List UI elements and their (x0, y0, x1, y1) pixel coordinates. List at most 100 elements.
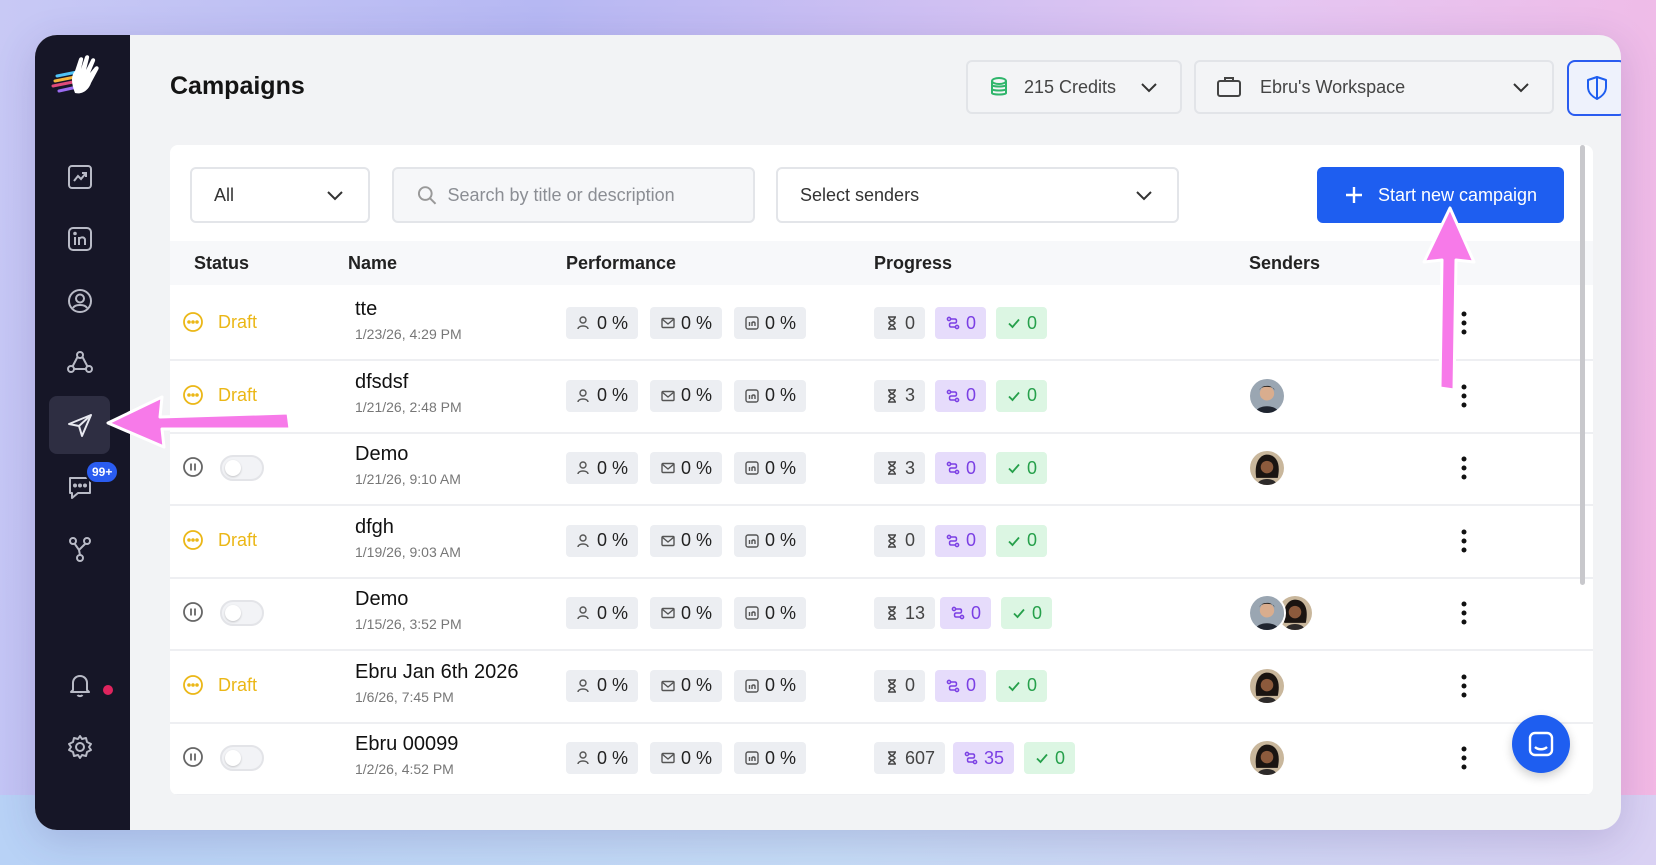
envelope-icon (661, 607, 675, 619)
senders-select[interactable]: Select senders (776, 167, 1179, 223)
table-row[interactable]: Draft Ebru Jan 6th 2026 1/6/26, 7:45 PM 0 %… (170, 648, 1593, 724)
sender-avatar[interactable] (1248, 594, 1286, 632)
completed-pill: 0 (996, 524, 1048, 557)
sidebar-item-network[interactable] (49, 334, 110, 392)
envelope-icon (661, 390, 675, 401)
more-options-icon[interactable] (1460, 599, 1468, 627)
campaign-name[interactable]: Demo (355, 443, 409, 465)
performance-pill: 0 % (650, 742, 723, 774)
status-filter[interactable]: All (190, 167, 370, 223)
sender-avatar[interactable] (1248, 376, 1286, 415)
table-row[interactable]: Draft dfgh 1/19/26, 9:03 AM 0 % 0 % 0 % 0 0 0 (170, 503, 1593, 579)
status-text: Draft (218, 529, 258, 550)
more-options-icon[interactable] (1460, 527, 1468, 555)
performance-pill: 0 % (566, 452, 639, 484)
notification-dot (103, 685, 113, 695)
table-row[interactable]: Ebru 00099 1/2/26, 4:52 PM 0 % 0 % 0 % 607 35 0 (170, 720, 1593, 795)
completed-pill: 0 (996, 669, 1048, 702)
in-progress-pill: 0 (935, 452, 987, 484)
webhook-icon (68, 537, 91, 562)
completed-count: 0 (1055, 747, 1066, 768)
envelope-icon (661, 317, 675, 329)
sidebar-item-contacts[interactable] (49, 272, 110, 330)
campaign-toggle[interactable] (220, 455, 264, 481)
campaign-toggle[interactable] (220, 745, 264, 771)
waiting-pill: 0 (874, 669, 926, 702)
sidebar-item-linkedin[interactable] (49, 210, 110, 268)
user-circle-icon (67, 289, 92, 313)
in-progress-count: 0 (966, 530, 977, 550)
sender-avatar[interactable] (1248, 449, 1286, 487)
in-progress-pill: 0 (935, 524, 987, 557)
status-filter-value: All (214, 184, 235, 205)
linkedin-icon (745, 678, 759, 693)
start-new-campaign-button[interactable]: Start new campaign (1317, 167, 1564, 223)
security-button[interactable] (1567, 60, 1621, 116)
campaign-name[interactable]: dfgh (355, 515, 394, 538)
performance-value: 0 % (681, 675, 713, 695)
campaign-name[interactable]: tte (355, 298, 378, 320)
route-icon (951, 606, 965, 620)
more-options-icon[interactable] (1460, 382, 1468, 410)
envelope-icon (661, 680, 675, 691)
sender-avatar[interactable] (1248, 739, 1286, 777)
page-title: Campaigns (170, 72, 305, 100)
table-row[interactable]: Draft dfsdsf 1/21/26, 2:48 PM 0 % 0 % 0 % 3 0 0 (170, 358, 1593, 434)
campaign-date: 1/21/26, 2:48 PM (355, 398, 462, 415)
column-performance: Performance (566, 253, 677, 273)
campaign-name[interactable]: Ebru Jan 6th 2026 (355, 660, 519, 683)
campaign-name[interactable]: Ebru 00099 (355, 733, 459, 755)
messages-badge: 99+ (85, 460, 120, 484)
hourglass-icon (888, 606, 896, 620)
waiting-count: 607 (905, 747, 936, 768)
performance-value: 0 % (597, 457, 629, 478)
more-options-icon[interactable] (1460, 744, 1468, 772)
more-options-icon[interactable] (1460, 309, 1468, 337)
search-input[interactable] (447, 184, 731, 206)
completed-count: 0 (1027, 385, 1038, 405)
in-progress-pill: 0 (935, 669, 987, 702)
sidebar-item-analytics[interactable] (49, 148, 110, 206)
table-row[interactable]: Demo 1/15/26, 3:52 PM 0 % 0 % 0 % 13 0 0 (170, 575, 1593, 651)
linkedin-icon (67, 227, 92, 251)
more-options-icon[interactable] (1460, 454, 1468, 482)
completed-count: 0 (1027, 675, 1038, 695)
app-window: 99+ Campaigns 215 Credits (35, 35, 1621, 830)
more-options-icon[interactable] (1460, 672, 1468, 700)
check-icon (1008, 318, 1020, 329)
workspace-dropdown[interactable]: Ebru's Workspace (1194, 60, 1554, 114)
linkedin-icon (745, 461, 759, 475)
sidebar-item-settings[interactable] (49, 718, 110, 776)
column-name: Name (348, 253, 398, 273)
support-chat-button[interactable] (1512, 715, 1570, 773)
check-icon (1013, 608, 1025, 619)
performance-value: 0 % (765, 602, 797, 623)
user-check-icon (577, 533, 589, 547)
performance-value: 0 % (681, 312, 713, 333)
campaign-name[interactable]: dfsdsf (355, 370, 409, 393)
sidebar-item-integrations[interactable] (49, 520, 110, 578)
brand-logo[interactable] (49, 53, 109, 97)
credits-dropdown[interactable]: 215 Credits (966, 60, 1182, 114)
waiting-count: 13 (905, 602, 926, 623)
table-row[interactable]: Draft tte 1/23/26, 4:29 PM 0 % 0 % 0 % 0 0 0 (170, 285, 1593, 361)
waiting-count: 0 (905, 530, 916, 550)
table-row[interactable]: Demo 1/21/26, 9:10 AM 0 % 0 % 0 % 3 0 0 (170, 430, 1593, 506)
route-icon (946, 461, 960, 475)
user-check-icon (577, 606, 589, 620)
performance-value: 0 % (765, 530, 797, 550)
chat-bubble-icon (1528, 731, 1554, 757)
campaign-toggle[interactable] (220, 600, 264, 626)
scrollbar-thumb[interactable] (1580, 145, 1585, 585)
sidebar-item-messages[interactable]: 99+ (49, 458, 120, 516)
database-icon (991, 77, 1007, 96)
search-field[interactable] (392, 167, 755, 223)
waiting-count: 0 (905, 312, 916, 333)
campaign-name[interactable]: Demo (355, 588, 409, 610)
sidebar-item-notifications[interactable] (49, 656, 110, 714)
gear-icon (67, 735, 92, 759)
sender-avatar[interactable] (1248, 666, 1286, 705)
envelope-icon (661, 752, 675, 764)
user-check-icon (577, 751, 589, 765)
sidebar-item-campaigns[interactable] (49, 396, 110, 454)
